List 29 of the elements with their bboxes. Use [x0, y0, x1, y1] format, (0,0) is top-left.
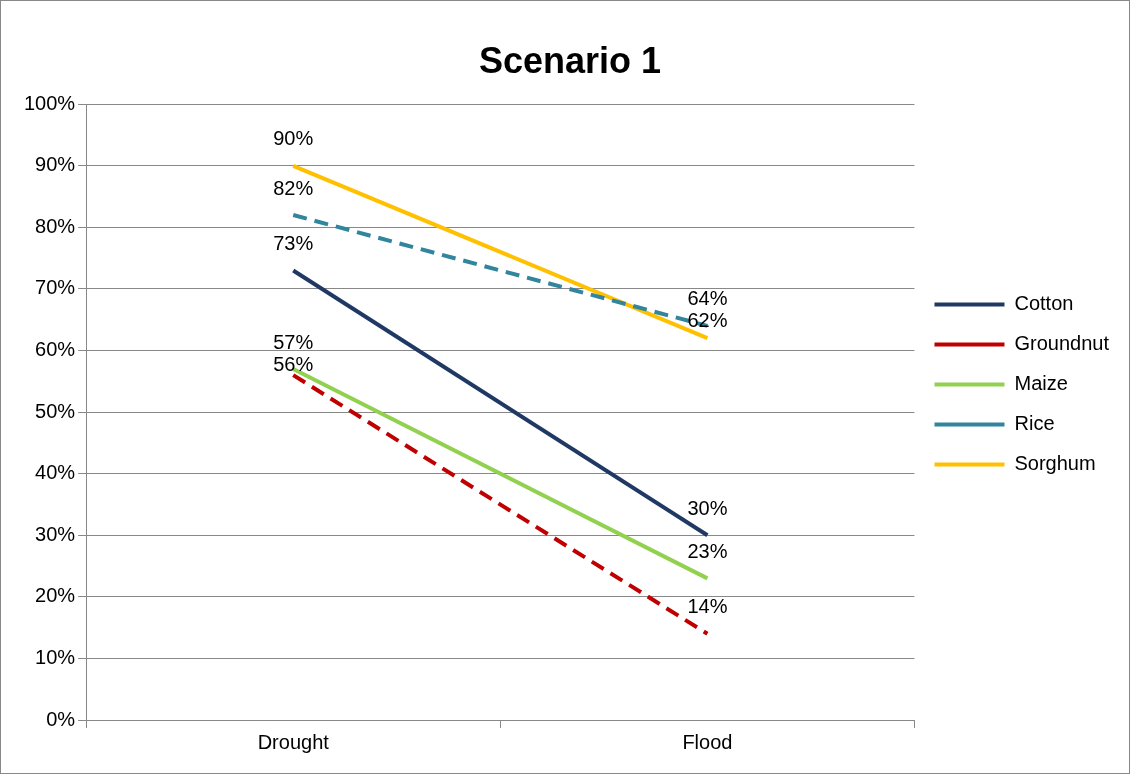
- y-tick-label: 10%: [35, 645, 76, 668]
- legend-label: Cotton: [1014, 292, 1074, 315]
- data-label: 62%: [687, 309, 728, 332]
- x-tick-label: Flood: [682, 730, 733, 753]
- y-tick-label: 80%: [35, 214, 76, 237]
- data-label: 14%: [687, 595, 728, 618]
- data-label: 64%: [687, 287, 728, 310]
- y-tick-label: 60%: [35, 338, 76, 361]
- legend-label: Maize: [1014, 372, 1068, 395]
- y-tick-label: 70%: [35, 276, 76, 299]
- x-tick-label: Drought: [257, 730, 330, 753]
- data-label: 57%: [273, 330, 314, 353]
- data-label: 90%: [273, 127, 314, 150]
- legend-label: Sorghum: [1014, 452, 1096, 475]
- data-label: 82%: [273, 176, 314, 199]
- y-tick-label: 100%: [24, 91, 76, 114]
- data-label: 23%: [687, 539, 728, 562]
- data-label: 56%: [273, 352, 314, 375]
- y-tick-label: 0%: [46, 707, 76, 730]
- y-tick-label: 40%: [35, 461, 76, 484]
- data-label: 73%: [273, 231, 314, 254]
- chart-title: Scenario 1: [478, 39, 662, 81]
- y-tick-label: 30%: [35, 522, 76, 545]
- y-tick-label: 20%: [35, 584, 76, 607]
- y-tick-label: 50%: [35, 399, 76, 422]
- y-tick-label: 90%: [35, 153, 76, 176]
- legend-label: Rice: [1014, 412, 1055, 435]
- legend-label: Groundnut: [1014, 332, 1110, 355]
- data-label: 30%: [687, 496, 728, 519]
